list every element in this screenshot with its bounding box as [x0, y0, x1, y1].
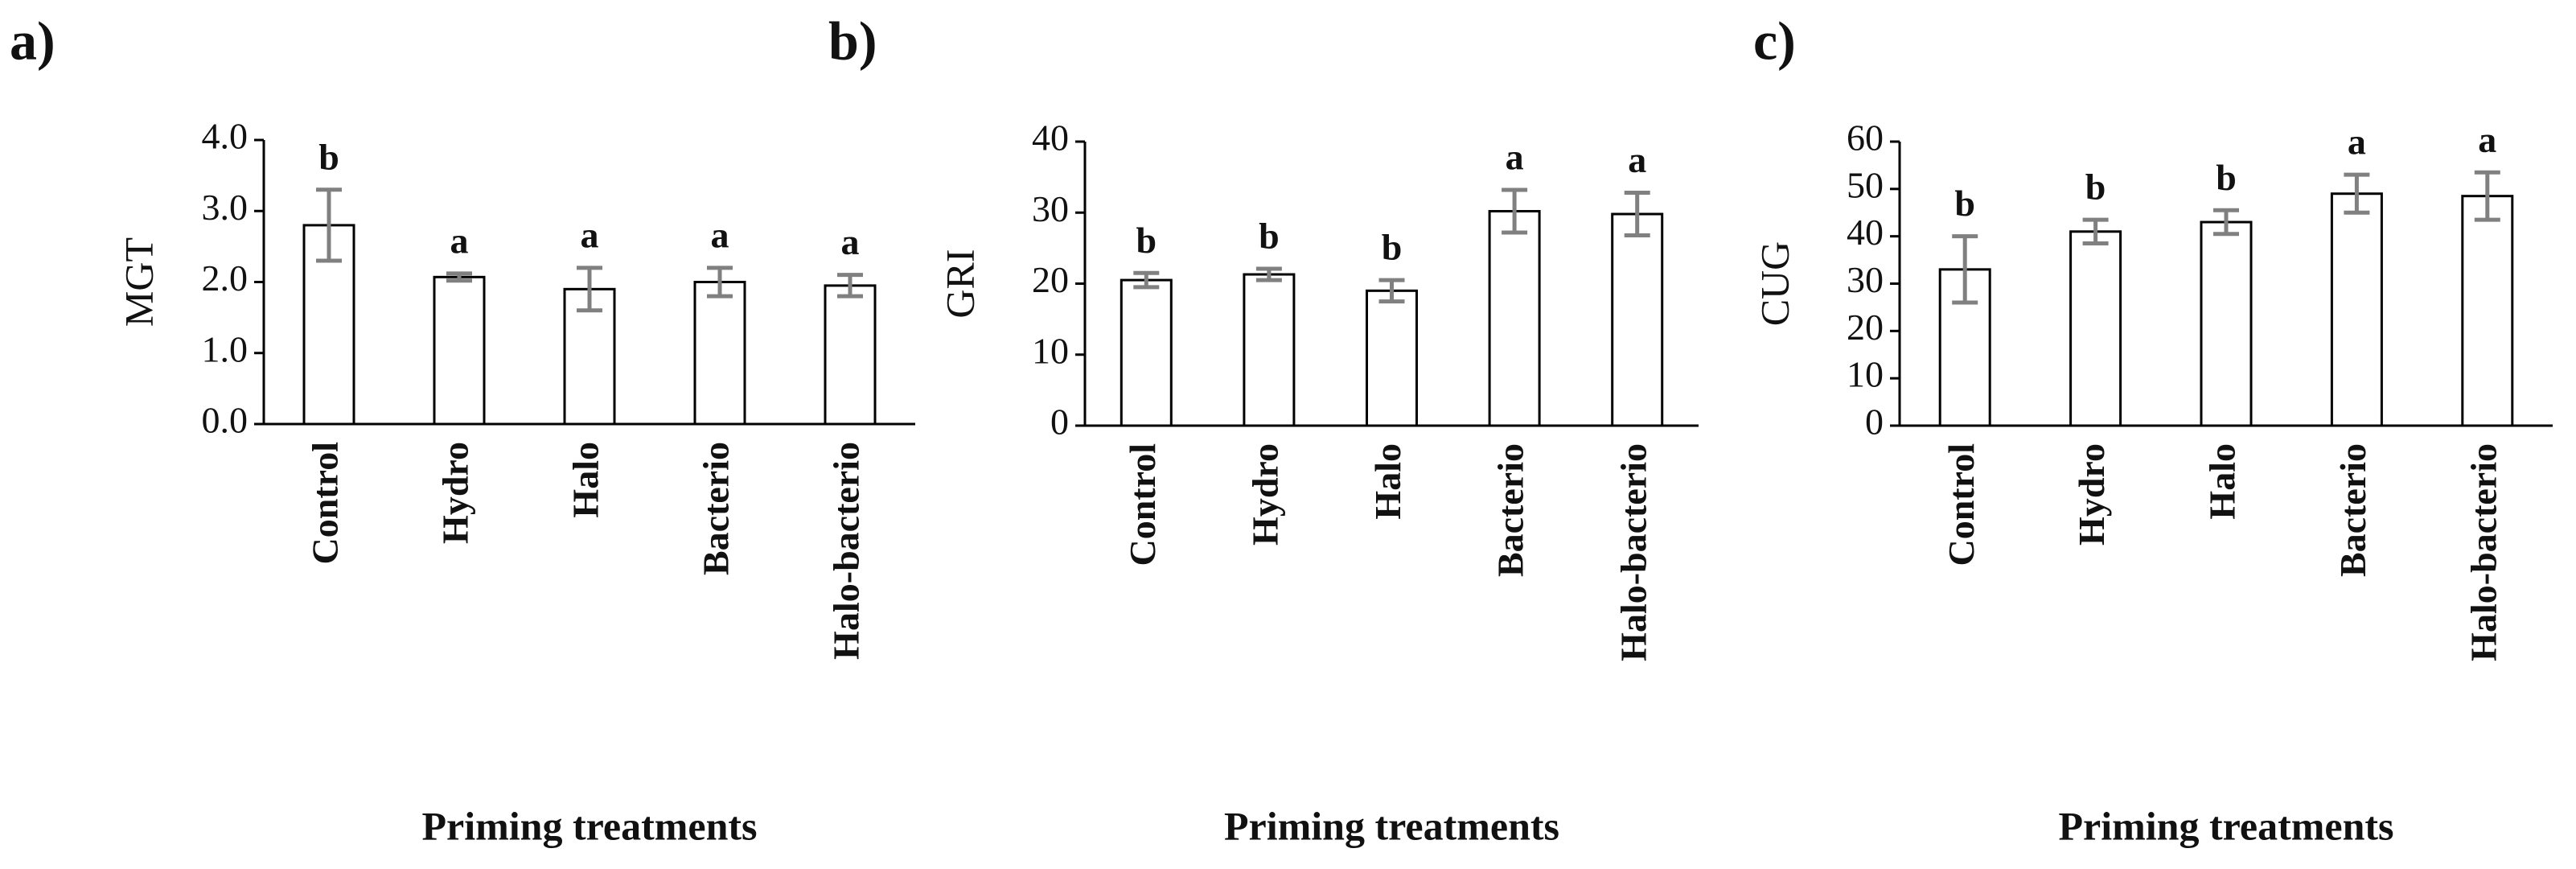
significance-letter: a	[711, 214, 729, 255]
y-tick-label: 40	[1032, 117, 1069, 159]
significance-letter: b	[1259, 216, 1280, 257]
significance-letter: a	[450, 220, 469, 261]
y-tick-label: 2.0	[202, 257, 249, 299]
panel-label: c)	[1753, 10, 1796, 72]
bar	[1488, 209, 1541, 427]
significance-letter: a	[581, 214, 599, 255]
x-tick-label: Halo	[2202, 443, 2243, 520]
x-tick-label: Halo-bacterio	[2463, 443, 2504, 661]
bar	[1611, 212, 1664, 427]
y-tick-label: 60	[1847, 117, 1884, 159]
x-tick-label: Bacterio	[2332, 443, 2373, 577]
significance-letter: b	[1136, 220, 1157, 261]
y-tick-label: 20	[1032, 259, 1069, 300]
significance-letter: a	[2478, 119, 2496, 160]
y-tick-label: 40	[1847, 212, 1884, 253]
y-tick-label: 1.0	[202, 328, 249, 369]
y-axis-title: MGT	[116, 237, 161, 327]
x-tick-label: Control	[305, 442, 346, 565]
x-tick-label: Bacterio	[696, 442, 737, 575]
x-tick-label: Halo-bacterio	[1613, 443, 1654, 661]
y-tick-label: 4.0	[202, 116, 249, 157]
significance-letter: b	[1382, 227, 1403, 268]
y-tick-label: 20	[1847, 307, 1884, 348]
bar	[1243, 273, 1296, 427]
significance-letter: b	[318, 136, 339, 177]
panel-label: b)	[828, 10, 877, 72]
bar	[1366, 289, 1418, 427]
significance-letter: a	[2348, 121, 2366, 163]
x-axis-title: Priming treatments	[421, 803, 757, 848]
x-tick-label: Hydro	[1244, 443, 1285, 546]
significance-letter: a	[1506, 137, 1524, 178]
significance-letter: b	[1954, 183, 1975, 224]
bar	[824, 284, 877, 426]
bar	[693, 281, 746, 426]
significance-letter: a	[1628, 139, 1646, 180]
significance-letter: b	[2085, 167, 2106, 208]
bar	[2461, 195, 2514, 427]
x-tick-label: Bacterio	[1490, 443, 1531, 577]
significance-letter: b	[2216, 157, 2237, 198]
y-tick-label: 3.0	[202, 187, 249, 228]
y-tick-label: 0	[1865, 402, 1884, 443]
y-axis-title: CUG	[1752, 241, 1797, 327]
x-tick-label: Control	[1941, 443, 1982, 566]
x-tick-label: Control	[1122, 443, 1163, 566]
panel-label: a)	[10, 10, 55, 72]
y-tick-label: 30	[1847, 259, 1884, 300]
x-tick-label: Halo-bacterio	[826, 442, 867, 660]
bar	[2200, 220, 2253, 427]
x-tick-label: Hydro	[435, 442, 476, 544]
x-tick-label: Hydro	[2071, 443, 2112, 546]
significance-letter: a	[841, 221, 860, 262]
y-tick-label: 50	[1847, 164, 1884, 205]
y-tick-label: 10	[1032, 330, 1069, 371]
bar	[2330, 192, 2383, 427]
bar	[1120, 278, 1173, 427]
y-tick-label: 0	[1050, 402, 1069, 443]
bar	[2069, 230, 2122, 427]
x-axis-title: Priming treatments	[2058, 803, 2393, 848]
bar	[433, 275, 486, 426]
y-tick-label: 10	[1847, 354, 1884, 395]
x-axis-title: Priming treatments	[1224, 803, 1559, 848]
x-tick-label: Halo	[1367, 443, 1408, 520]
y-tick-label: 30	[1032, 188, 1069, 229]
x-tick-label: Halo	[565, 442, 606, 518]
y-tick-label: 0.0	[202, 400, 249, 441]
y-axis-title: GRI	[937, 249, 982, 318]
